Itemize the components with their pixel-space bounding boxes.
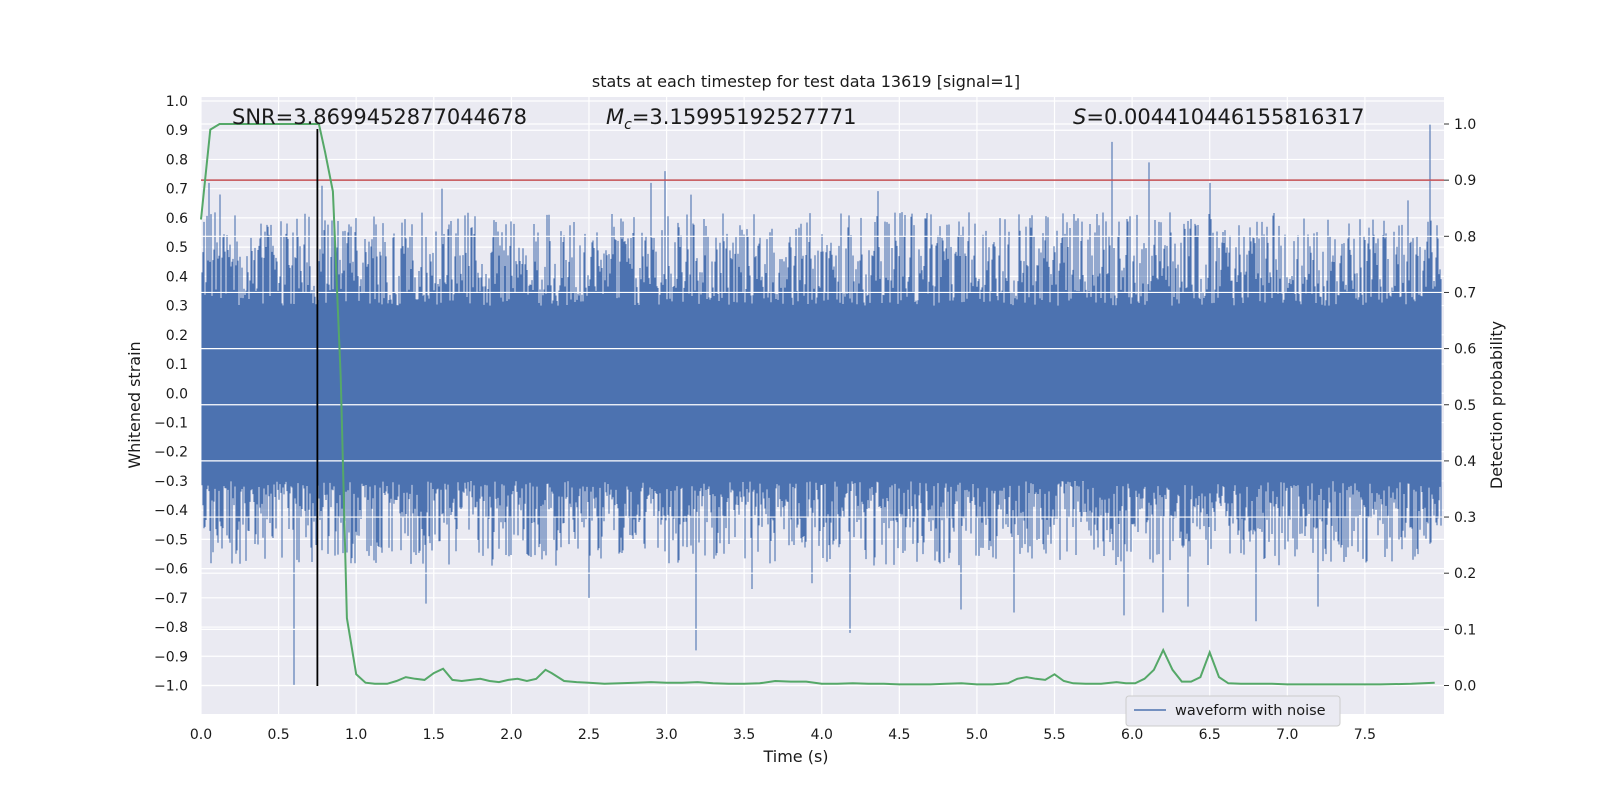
x-axis-label: Time (s) — [762, 747, 828, 766]
y-tick-label: −0.2 — [154, 445, 188, 461]
y-tick-label: −0.9 — [154, 649, 188, 665]
x-tick-label: 0.5 — [267, 727, 289, 743]
x-tick-label: 6.0 — [1121, 727, 1143, 743]
stat-s-symbol: S — [1073, 105, 1086, 129]
y-axis-label: Whitened strain — [125, 341, 144, 468]
y-tick-label: 0.5 — [166, 240, 188, 256]
plot-area — [200, 97, 1444, 714]
y2-tick-label: 0.3 — [1454, 510, 1476, 526]
y-tick-label: 0.0 — [166, 386, 188, 402]
y-tick-label: 0.9 — [166, 123, 188, 139]
y-tick-label: 0.7 — [166, 182, 188, 198]
y-tick-label: 1.0 — [166, 94, 188, 110]
y-tick-label: −0.1 — [154, 415, 188, 431]
x-tick-label: 7.0 — [1276, 727, 1298, 743]
y2-tick-label: 0.9 — [1454, 173, 1476, 189]
x-tick-label: 6.5 — [1199, 727, 1221, 743]
y-tick-label: 0.8 — [166, 152, 188, 168]
x-tick-label: 1.0 — [345, 727, 367, 743]
x-tick-label: 2.5 — [578, 727, 600, 743]
y-tick-label: −0.7 — [154, 591, 188, 607]
y-tick-label: −0.5 — [154, 532, 188, 548]
legend: waveform with noise — [1125, 695, 1341, 727]
y2-tick-label: 0.4 — [1454, 454, 1476, 470]
y-tick-label: −0.3 — [154, 474, 188, 490]
x-tick-label: 5.0 — [966, 727, 988, 743]
y2-tick-label: 0.6 — [1454, 342, 1476, 358]
y-tick-label: −1.0 — [154, 679, 188, 695]
stat-mc-subscript: c — [624, 117, 632, 133]
y2-tick-label: 0.8 — [1454, 229, 1476, 245]
stat-s-value: =0.004410446155816317 — [1086, 105, 1364, 129]
y-tick-label: −0.6 — [154, 562, 188, 578]
chart-title: stats at each timestep for test data 136… — [592, 72, 1020, 91]
y-tick-label: −0.8 — [154, 620, 188, 636]
x-tick-label: 1.5 — [423, 727, 445, 743]
y-tick-label: 0.2 — [166, 328, 188, 344]
y-tick-label: 0.4 — [166, 269, 188, 285]
x-tick-label: 3.5 — [733, 727, 755, 743]
legend-label: waveform with noise — [1175, 703, 1326, 719]
y2-tick-label: 0.7 — [1454, 285, 1476, 301]
y-tick-label: 0.6 — [166, 211, 188, 227]
y2-tick-label: 1.0 — [1454, 117, 1476, 133]
stat-mc-symbol: M — [606, 105, 624, 129]
x-tick-label: 5.5 — [1043, 727, 1065, 743]
x-tick-label: 3.0 — [655, 727, 677, 743]
y2-tick-label: 0.0 — [1454, 679, 1476, 695]
x-tick-label: 7.5 — [1354, 727, 1376, 743]
x-tick-label: 0.0 — [190, 727, 212, 743]
stat-mc: Mc=3.15995192527771 — [606, 105, 857, 133]
y-tick-label: −0.4 — [154, 503, 188, 519]
y2-axis-label: Detection probability — [1487, 321, 1506, 489]
x-tick-label: 4.5 — [888, 727, 910, 743]
stat-mc-value: =3.15995192527771 — [632, 105, 857, 129]
stat-snr: SNR=3.8699452877044678 — [232, 105, 527, 129]
legend-box — [1125, 695, 1341, 727]
y-tick-label: 0.3 — [166, 299, 188, 315]
y2-tick-label: 0.1 — [1454, 622, 1476, 638]
detection-probability-line — [200, 123, 1435, 686]
stat-s: S=0.004410446155816317 — [1073, 105, 1364, 129]
x-tick-label: 4.0 — [811, 727, 833, 743]
y2-tick-label: 0.2 — [1454, 566, 1476, 582]
y-tick-label: 0.1 — [166, 357, 188, 373]
y2-tick-label: 0.5 — [1454, 398, 1476, 414]
x-tick-label: 2.0 — [500, 727, 522, 743]
